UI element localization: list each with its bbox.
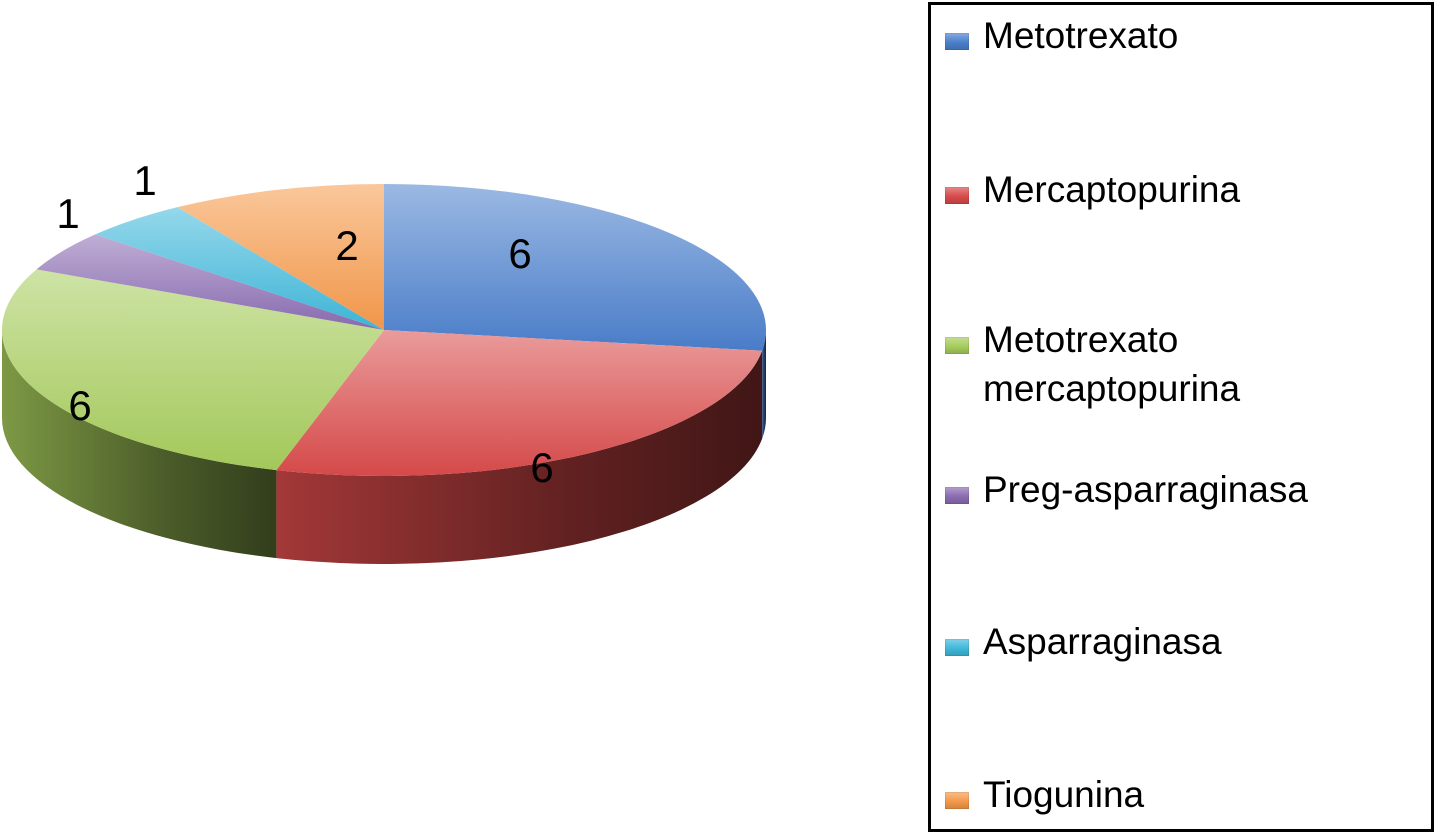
legend-item-tiogunina: Tiogunina [945,770,1144,819]
legend-label: Metotrexato [983,15,1179,56]
legend-item-preg-asparraginasa: Preg-asparraginasa [945,465,1308,514]
pie-slice [95,207,385,330]
legend-swatch [945,487,969,504]
pie-sides [2,330,766,564]
pie-data-labels: 6 6 6 1 1 2 [56,157,553,491]
legend-label: Asparraginasa [983,621,1222,662]
pie-slice [384,184,767,351]
pie-slice-side [2,330,277,559]
pie-chart: 6 6 6 1 1 2 [1,157,767,564]
legend-item-metotrexato-mercaptopurina: Metotrexato mercaptopurina [945,315,1240,413]
pie-slice-side [762,330,766,439]
pie-slice [1,269,385,471]
data-label: 6 [530,444,553,491]
legend-swatch [945,792,969,809]
legend-item-asparraginasa: Asparraginasa [945,617,1222,666]
pie-slice-side [276,350,763,564]
pie-slice [36,234,385,330]
data-label: 6 [508,230,531,277]
legend-label: Mercaptopurina [983,169,1241,210]
data-label: 2 [335,222,358,269]
pie-slice [276,330,763,476]
legend-swatch [945,337,969,354]
legend-swatch [945,187,969,204]
legend-swatch [945,639,969,656]
legend-label: Tiogunina [983,774,1145,815]
pie-slice [177,184,384,330]
pie-top [1,184,767,476]
data-label: 1 [56,190,79,237]
legend: Metotrexato Mercaptopurina Metotrexato m… [928,2,1434,832]
legend-label: Metotrexato mercaptopurina [983,319,1241,409]
data-label: 6 [68,382,91,429]
legend-item-mercaptopurina: Mercaptopurina [945,165,1240,214]
pie-chart-svg: 6 6 6 1 1 2 [1,157,767,564]
legend-label: Preg-asparraginasa [983,469,1308,510]
legend-swatch [945,33,969,50]
data-label: 1 [133,157,156,204]
legend-item-metotrexato: Metotrexato [945,11,1178,60]
